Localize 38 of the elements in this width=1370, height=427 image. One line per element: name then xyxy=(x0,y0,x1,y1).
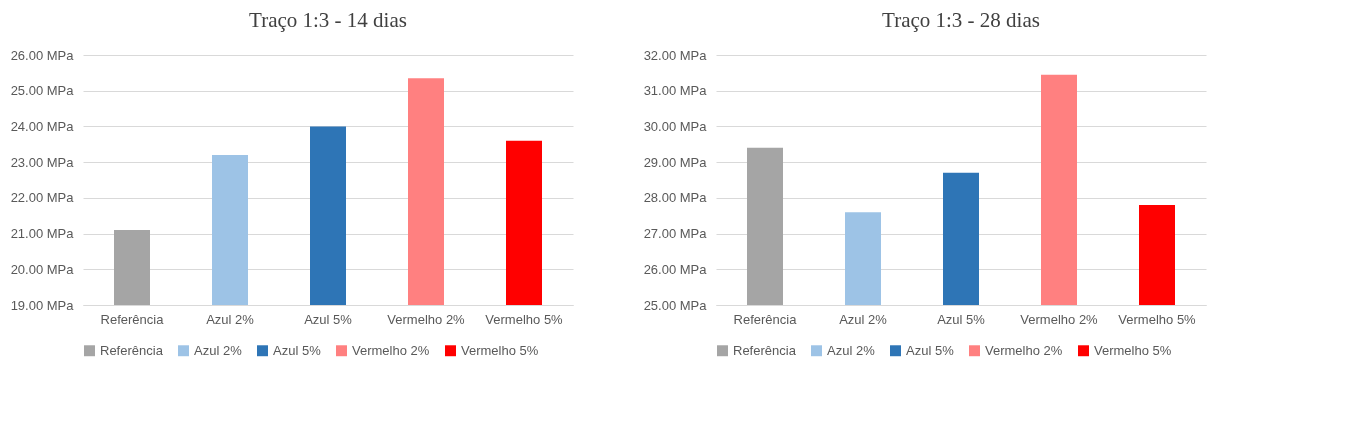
legend-label: Vermelho 2% xyxy=(985,342,1063,358)
x-tick-label: Vermelho 2% xyxy=(387,311,466,327)
x-tick-label: Azul 2% xyxy=(206,311,255,327)
legend-label: Referência xyxy=(100,342,164,358)
legend-label: Vermelho 5% xyxy=(1094,342,1172,358)
y-tick-label: 22.00 MPa xyxy=(10,190,75,206)
x-tick-label: Azul 2% xyxy=(839,311,888,327)
legend-label: Referência xyxy=(733,342,797,358)
y-tick-label: 24.00 MPa xyxy=(10,118,75,134)
legend-label: Azul 2% xyxy=(194,342,243,358)
y-tick-label: 25.00 MPa xyxy=(10,83,75,99)
x-tick-label: Referência xyxy=(733,311,798,327)
y-tick-label: 25.00 MPa xyxy=(643,297,708,313)
x-tick-label: Azul 5% xyxy=(937,311,986,327)
x-tick-label: Azul 5% xyxy=(304,311,353,327)
y-tick-label: 21.00 MPa xyxy=(10,226,75,242)
chart-title: Traço 1:3 - 28 dias xyxy=(882,8,1040,32)
legend-label: Vermelho 2% xyxy=(352,342,430,358)
legend-label: Azul 2% xyxy=(827,342,876,358)
legend-label: Vermelho 5% xyxy=(461,342,539,358)
chart-title: Traço 1:3 - 14 dias xyxy=(249,8,407,32)
x-tick-label: Vermelho 5% xyxy=(1118,311,1197,327)
y-tick-label: 27.00 MPa xyxy=(643,226,708,242)
y-tick-label: 30.00 MPa xyxy=(643,118,708,134)
x-tick-label: Vermelho 5% xyxy=(485,311,564,327)
y-tick-label: 29.00 MPa xyxy=(643,154,708,170)
y-tick-label: 23.00 MPa xyxy=(10,154,75,170)
y-tick-label: 19.00 MPa xyxy=(10,297,75,313)
x-tick-label: Vermelho 2% xyxy=(1020,311,1099,327)
y-tick-label: 32.00 MPa xyxy=(643,47,708,63)
legend-label: Azul 5% xyxy=(273,342,322,358)
x-tick-label: Referência xyxy=(100,311,165,327)
legend-label: Azul 5% xyxy=(906,342,955,358)
y-tick-label: 26.00 MPa xyxy=(10,47,75,63)
y-tick-label: 26.00 MPa xyxy=(643,261,708,277)
y-tick-label: 20.00 MPa xyxy=(10,261,75,277)
y-tick-label: 31.00 MPa xyxy=(643,83,708,99)
y-tick-label: 28.00 MPa xyxy=(643,190,708,206)
